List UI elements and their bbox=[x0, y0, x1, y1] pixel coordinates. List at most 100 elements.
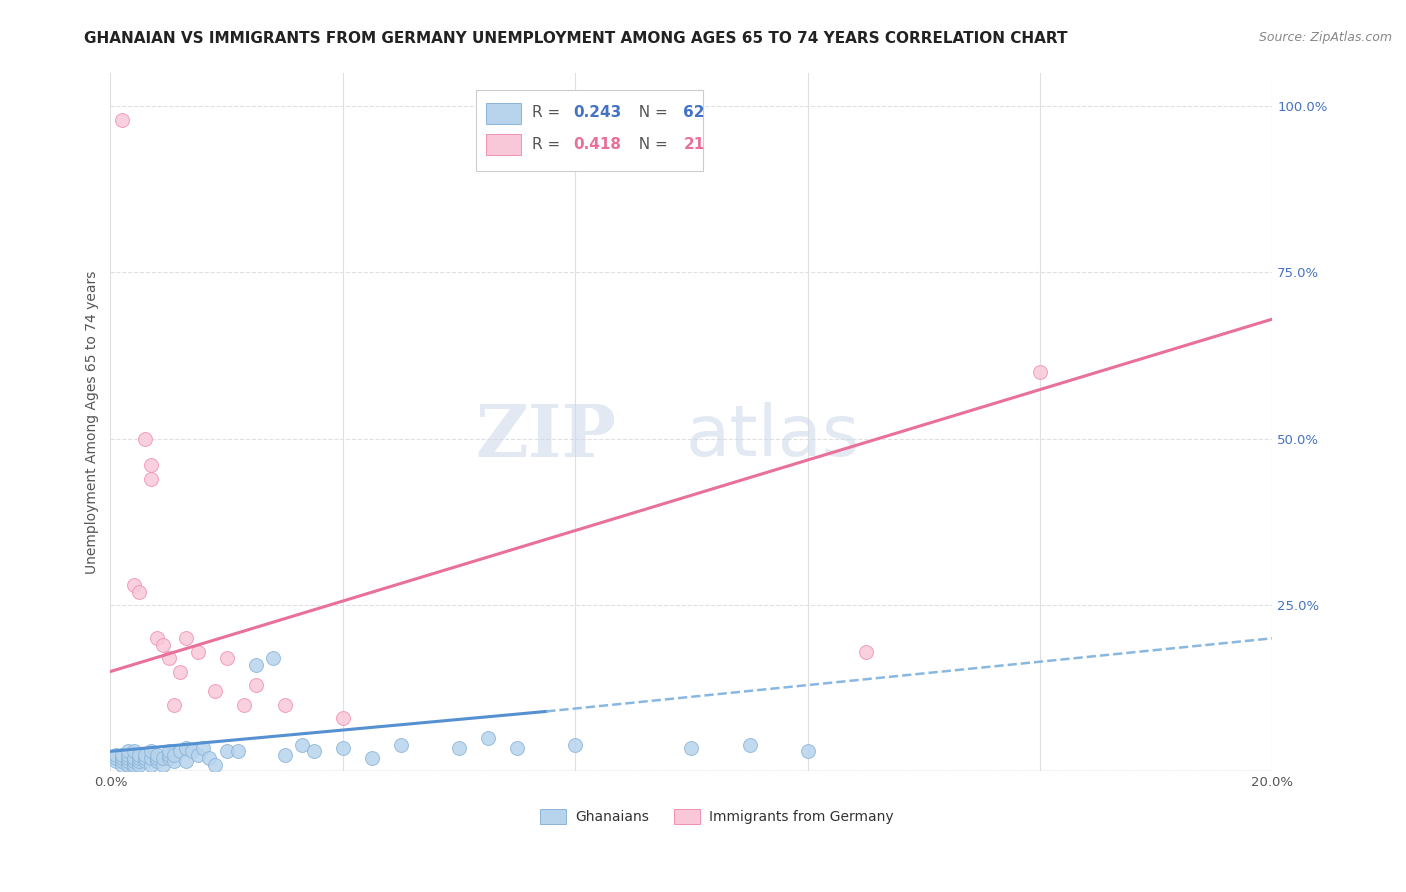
Point bbox=[157, 751, 180, 765]
Point bbox=[169, 665, 191, 679]
Point bbox=[117, 747, 139, 762]
Point bbox=[226, 744, 249, 758]
Point bbox=[564, 738, 586, 752]
Bar bbox=[673, 809, 700, 824]
Point bbox=[332, 741, 354, 756]
Point bbox=[506, 741, 529, 756]
Text: 0.243: 0.243 bbox=[572, 105, 621, 120]
Point bbox=[174, 741, 197, 756]
Point bbox=[139, 744, 162, 758]
Point bbox=[117, 754, 139, 768]
Point bbox=[146, 751, 169, 765]
Point bbox=[174, 754, 197, 768]
Point bbox=[122, 744, 145, 758]
Point bbox=[193, 741, 215, 756]
Point bbox=[117, 744, 139, 758]
Point bbox=[139, 751, 162, 765]
Point bbox=[139, 757, 162, 772]
Point bbox=[139, 472, 162, 486]
Point bbox=[122, 754, 145, 768]
Text: R =: R = bbox=[533, 105, 565, 120]
Point bbox=[274, 698, 297, 712]
Point bbox=[204, 757, 226, 772]
Point bbox=[152, 638, 174, 652]
Text: GHANAIAN VS IMMIGRANTS FROM GERMANY UNEMPLOYMENT AMONG AGES 65 TO 74 YEARS CORRE: GHANAIAN VS IMMIGRANTS FROM GERMANY UNEM… bbox=[84, 31, 1069, 46]
Point bbox=[245, 678, 267, 692]
Point bbox=[262, 651, 284, 665]
Bar bbox=[540, 809, 567, 824]
Point bbox=[163, 698, 186, 712]
Point bbox=[157, 744, 180, 758]
Point bbox=[187, 644, 209, 658]
Point bbox=[157, 651, 180, 665]
Point bbox=[139, 458, 162, 473]
Point bbox=[291, 738, 314, 752]
Bar bbox=[485, 103, 520, 124]
Bar bbox=[485, 135, 520, 155]
Point bbox=[111, 754, 134, 768]
Point bbox=[389, 738, 412, 752]
Point bbox=[855, 644, 877, 658]
Point bbox=[796, 744, 818, 758]
Text: 0.418: 0.418 bbox=[572, 136, 621, 152]
Point bbox=[134, 432, 156, 446]
Point bbox=[134, 754, 156, 768]
Point bbox=[128, 757, 150, 772]
Point bbox=[146, 754, 169, 768]
Point bbox=[122, 751, 145, 765]
Point bbox=[128, 751, 150, 765]
Point bbox=[180, 744, 202, 758]
Point bbox=[111, 751, 134, 765]
Y-axis label: Unemployment Among Ages 65 to 74 years: Unemployment Among Ages 65 to 74 years bbox=[86, 270, 100, 574]
Point bbox=[122, 757, 145, 772]
Point bbox=[1029, 365, 1052, 379]
Point bbox=[152, 751, 174, 765]
Point bbox=[128, 754, 150, 768]
Point bbox=[274, 747, 297, 762]
Point bbox=[163, 754, 186, 768]
Point bbox=[128, 747, 150, 762]
Point bbox=[169, 744, 191, 758]
Point bbox=[302, 744, 325, 758]
Point bbox=[360, 751, 382, 765]
Point bbox=[332, 711, 354, 725]
Point bbox=[105, 747, 128, 762]
Text: Immigrants from Germany: Immigrants from Germany bbox=[709, 810, 893, 823]
Point bbox=[198, 751, 221, 765]
Point bbox=[146, 632, 169, 646]
Text: Ghanaians: Ghanaians bbox=[575, 810, 650, 823]
Point bbox=[447, 741, 470, 756]
Point bbox=[163, 747, 186, 762]
Point bbox=[681, 741, 703, 756]
Text: 21: 21 bbox=[683, 136, 704, 152]
Text: Source: ZipAtlas.com: Source: ZipAtlas.com bbox=[1258, 31, 1392, 45]
Point bbox=[128, 584, 150, 599]
Point bbox=[111, 747, 134, 762]
Point bbox=[215, 744, 238, 758]
Point bbox=[738, 738, 761, 752]
Point bbox=[204, 684, 226, 698]
Point bbox=[122, 578, 145, 592]
Point bbox=[157, 747, 180, 762]
Point bbox=[105, 751, 128, 765]
Text: ZIP: ZIP bbox=[475, 401, 616, 472]
Point bbox=[111, 757, 134, 772]
Point bbox=[117, 757, 139, 772]
Text: N =: N = bbox=[628, 136, 672, 152]
Point bbox=[105, 754, 128, 768]
Text: atlas: atlas bbox=[686, 401, 860, 471]
Text: N =: N = bbox=[628, 105, 672, 120]
Point bbox=[477, 731, 499, 745]
Point bbox=[117, 751, 139, 765]
Point bbox=[122, 761, 145, 775]
Point bbox=[245, 657, 267, 672]
Point bbox=[233, 698, 256, 712]
Point bbox=[187, 747, 209, 762]
Point bbox=[134, 751, 156, 765]
Point bbox=[111, 112, 134, 127]
Point bbox=[152, 757, 174, 772]
Text: R =: R = bbox=[533, 136, 565, 152]
Point bbox=[134, 747, 156, 762]
Point bbox=[215, 651, 238, 665]
Point bbox=[174, 632, 197, 646]
